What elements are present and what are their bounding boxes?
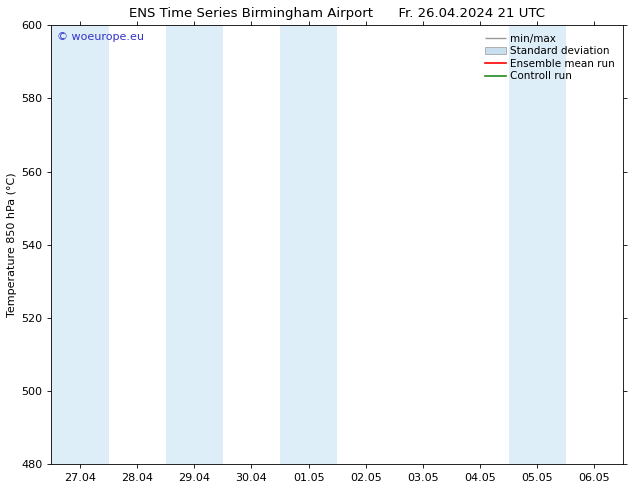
- Bar: [280, 25, 337, 464]
- Bar: [165, 25, 223, 464]
- Bar: [51, 25, 108, 464]
- Text: © woeurope.eu: © woeurope.eu: [57, 32, 144, 42]
- Legend: min/max, Standard deviation, Ensemble mean run, Controll run: min/max, Standard deviation, Ensemble me…: [482, 30, 618, 85]
- Bar: [508, 25, 566, 464]
- Title: ENS Time Series Birmingham Airport      Fr. 26.04.2024 21 UTC: ENS Time Series Birmingham Airport Fr. 2…: [129, 7, 545, 20]
- Y-axis label: Temperature 850 hPa (°C): Temperature 850 hPa (°C): [7, 172, 17, 317]
